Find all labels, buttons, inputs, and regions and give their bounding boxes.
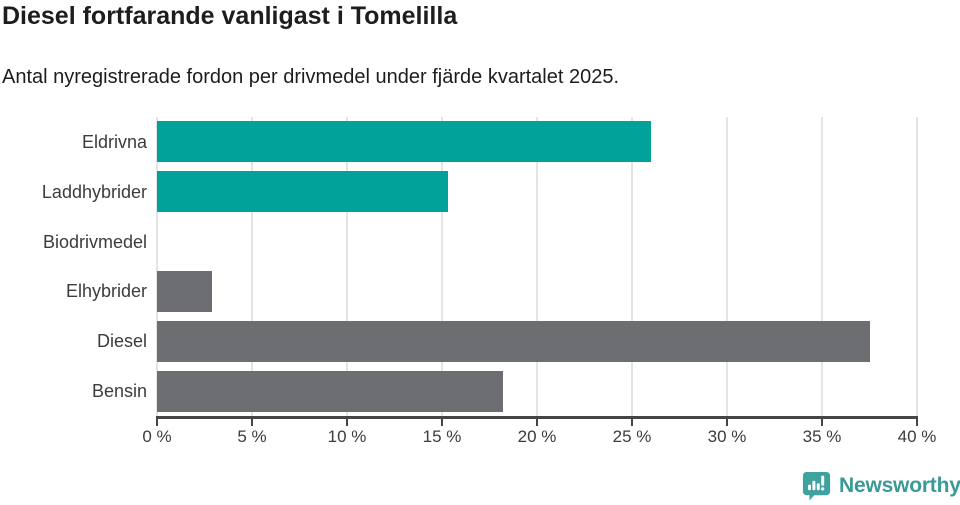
x-tick-label-10: 10 % — [327, 427, 367, 446]
x-tick-label-5: 5 % — [237, 427, 267, 446]
chart-subtitle: Antal nyregistrerade fordon per drivmede… — [2, 66, 620, 88]
category-label-laddhybrider: Laddhybrider — [41, 181, 147, 202]
category-label-diesel: Diesel — [96, 331, 147, 352]
gridline-x-0 — [156, 117, 158, 416]
x-tick-5 — [251, 419, 253, 426]
gridline-x-15 — [441, 117, 443, 416]
x-axis-line — [156, 416, 918, 419]
newsworthy-logo: Newsworthy — [802, 471, 960, 501]
x-tick-20 — [536, 419, 538, 426]
category-label-eldrivna: Eldrivna — [81, 131, 147, 152]
gridline-x-35 — [821, 117, 823, 416]
x-tick-label-40: 40 % — [897, 427, 937, 446]
gridline-x-5 — [251, 117, 253, 416]
newsworthy-logo-icon — [802, 472, 831, 501]
x-tick-40 — [916, 419, 918, 426]
gridline-x-25 — [631, 117, 633, 416]
bar-eldrivna — [157, 121, 651, 163]
gridline-x-30 — [726, 117, 728, 416]
x-tick-25 — [631, 419, 633, 426]
x-tick-15 — [441, 419, 443, 426]
bar-elhybrider — [157, 270, 213, 312]
x-tick-30 — [726, 419, 728, 426]
category-label-elhybrider: Elhybrider — [65, 281, 147, 302]
x-tick-label-15: 15 % — [422, 427, 462, 446]
x-tick-label-30: 30 % — [707, 427, 747, 446]
x-tick-label-20: 20 % — [517, 427, 557, 446]
gridline-x-40 — [916, 117, 918, 416]
gridline-x-20 — [536, 117, 538, 416]
category-label-biodrivmedel: Biodrivmedel — [42, 231, 147, 252]
bar-diesel — [157, 320, 870, 362]
x-tick-10 — [346, 419, 348, 426]
bar-chart-plot-area: Eldrivna Laddhybrider Biodrivmedel Elhybrid… — [42, 117, 936, 446]
chart-title: Diesel fortfarande vanligast i Tomelilla — [2, 2, 458, 30]
gridline-x-10 — [346, 117, 348, 416]
bar-laddhybrider — [157, 171, 448, 213]
x-tick-label-25: 25 % — [612, 427, 652, 446]
category-label-bensin: Bensin — [91, 381, 147, 402]
x-tick-label-0: 0 % — [142, 427, 172, 446]
newsworthy-logo-text: Newsworthy — [839, 474, 960, 497]
x-tick-0 — [156, 419, 158, 426]
bar-bensin — [157, 370, 503, 412]
x-tick-35 — [821, 419, 823, 426]
x-tick-label-35: 35 % — [802, 427, 842, 446]
